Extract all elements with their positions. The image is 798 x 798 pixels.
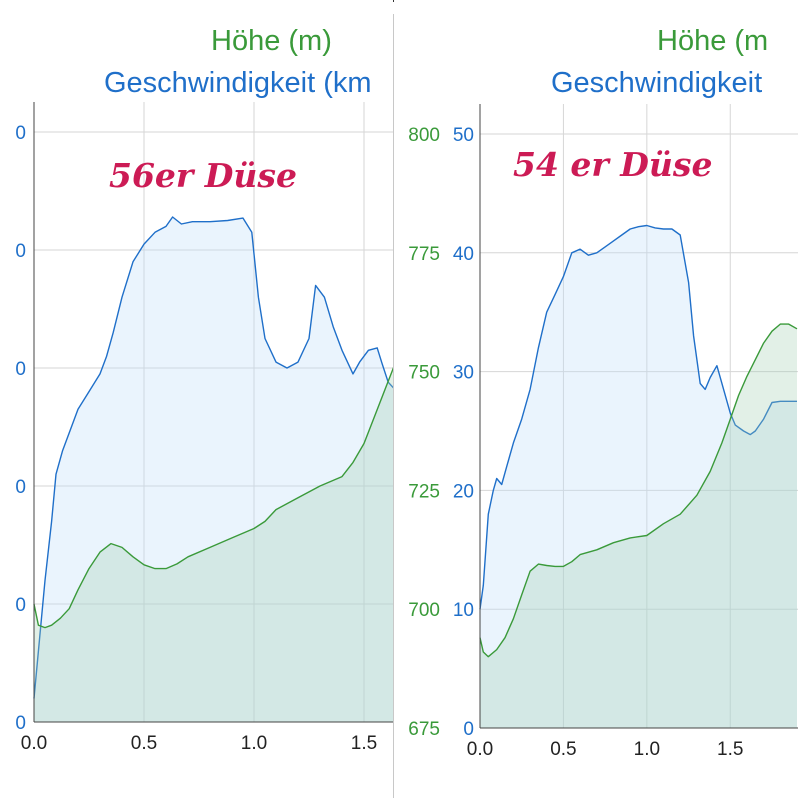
legend-speed-54: Geschwindigkeit	[551, 67, 763, 99]
speed-area	[480, 225, 797, 728]
x-tick-label: 1.0	[241, 733, 267, 754]
elevation-tick-label: 675	[408, 719, 440, 740]
elevation-area	[480, 324, 797, 728]
speed-area	[34, 217, 393, 722]
legend-elevation-56: Höhe (m)	[211, 25, 332, 57]
panel-divider	[393, 14, 394, 798]
legend-speed-56: Geschwindigkeit (km	[104, 67, 372, 99]
speed-tick-label: 0	[15, 713, 26, 734]
speed-line	[33, 216, 393, 699]
speed-tick-label: 0	[15, 477, 26, 498]
speed-tick-label: 40	[453, 244, 474, 265]
x-tick-label: 0.0	[467, 739, 493, 760]
speed-tick-label: 0	[15, 123, 26, 144]
x-tick-label: 0.5	[550, 739, 576, 760]
speed-tick-label: 10	[453, 600, 474, 621]
x-tick-label: 0.0	[21, 733, 47, 754]
x-tick-label: 1.0	[634, 739, 660, 760]
x-tick-label: 1.5	[717, 739, 743, 760]
x-tick-label: 1.5	[351, 733, 377, 754]
speed-tick-label: 0	[463, 719, 474, 740]
elevation-tick-label: 700	[408, 600, 440, 621]
chart-panel-54: 0.0 0.5 1.0 1.5 0 10 20 30 40 50 675 700 725 750 775 80…	[394, 0, 798, 798]
speed-line	[479, 224, 797, 610]
elevation-tick-label: 775	[408, 244, 440, 265]
speed-tick-label: 20	[453, 481, 474, 502]
speed-tick-label: 0	[15, 359, 26, 380]
speed-tick-label: 0	[15, 595, 26, 616]
elevation-line	[479, 323, 798, 658]
elevation-line	[33, 366, 393, 629]
speed-tick-label: 50	[453, 125, 474, 146]
elevation-area	[34, 368, 393, 722]
annotation-54: 54 er Düse	[513, 145, 713, 184]
elevation-tick-label: 750	[408, 363, 440, 384]
chart-svg-56: 0.0 0.5 1.0 1.5 0 0 0 0 0 0	[15, 102, 393, 754]
elevation-tick-label: 725	[408, 481, 440, 502]
chart-svg-54: 0.0 0.5 1.0 1.5 0 10 20 30 40 50 675 700 725 750 775 80…	[408, 104, 798, 760]
speed-tick-label: 30	[453, 363, 474, 384]
legend-elevation-54: Höhe (m	[657, 25, 769, 57]
x-tick-label: 0.5	[131, 733, 157, 754]
chart-panel-56: 0.0 0.5 1.0 1.5 0 0 0 0 0 0 Höhe (m) Geschwindigk…	[0, 0, 393, 798]
annotation-56: 56er Düse	[109, 156, 297, 195]
elevation-tick-label: 800	[408, 125, 440, 146]
speed-tick-label: 0	[15, 241, 26, 262]
